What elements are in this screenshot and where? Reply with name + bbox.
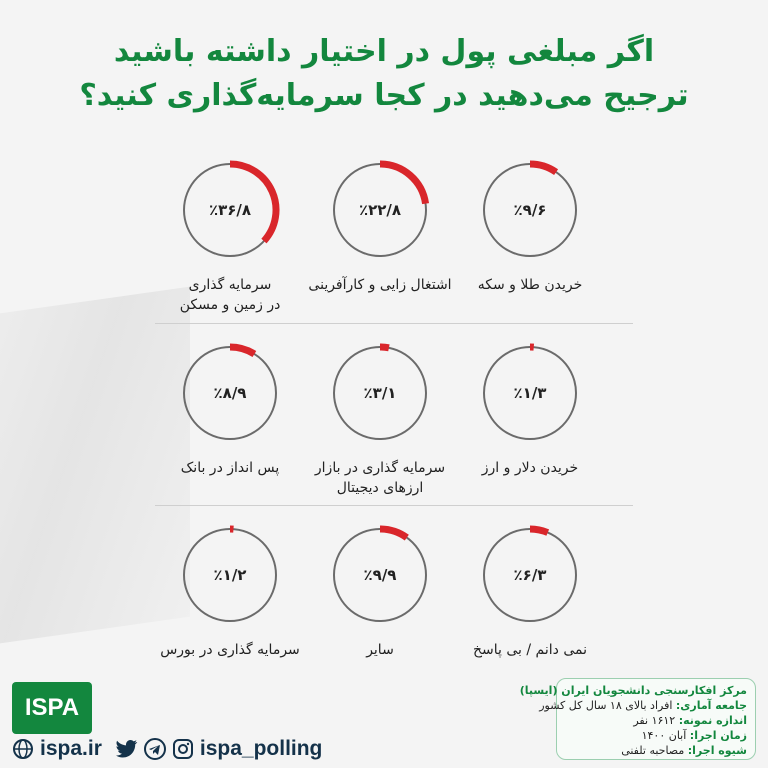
- value-arc: [529, 160, 559, 176]
- value-arc: [379, 525, 409, 541]
- instagram-icon: [172, 739, 193, 759]
- chart-item: ٪۶/۳ نمی دانم / بی پاسخ: [455, 520, 605, 660]
- info-key: اندازه نمونه:: [678, 714, 747, 727]
- percent-label: ٪۸/۹: [214, 384, 247, 402]
- info-time: زمان اجرا: آبان ۱۴۰۰: [563, 728, 747, 743]
- title-line-1: اگر مبلغی پول در اختیار داشته باشید: [113, 34, 655, 69]
- chart-title: اگر مبلغی پول در اختیار داشته باشید ترجی…: [0, 30, 768, 118]
- chart-item: ٪۱/۳ خریدن دلار و ارز: [455, 338, 605, 478]
- value-arc: [529, 525, 550, 536]
- chart-item: ٪۳۶/۸ سرمایه گذاری در زمین و مسکن: [155, 155, 305, 315]
- info-sample: اندازه نمونه: ۱۶۱۲ نفر: [563, 713, 747, 728]
- percent-label: ٪۳۶/۸: [209, 201, 251, 219]
- donut-chart: ٪۳/۱: [333, 343, 427, 440]
- row-divider: [155, 505, 633, 506]
- percent-label: ٪۱/۳: [514, 384, 547, 402]
- value-arc: [379, 343, 390, 352]
- item-label: خریدن دلار و ارز: [481, 460, 579, 476]
- donut-chart: ٪۲۲/۸: [333, 160, 430, 257]
- info-key: شیوه اجرا:: [687, 744, 747, 757]
- globe-icon: [13, 739, 33, 759]
- value-arc: [229, 160, 280, 244]
- percent-label: ٪۱/۲: [214, 566, 247, 584]
- item-label: سایر: [366, 642, 394, 658]
- ispa-logo: ISPA: [12, 682, 92, 734]
- website-text: ispa.ir: [40, 737, 102, 760]
- item-label: سرمایه گذاری در بورس: [160, 642, 300, 658]
- info-value: ۱۶۱۲ نفر: [633, 714, 676, 727]
- donut-chart: ٪۸/۹: [183, 343, 277, 440]
- info-population: جامعه آماری: افراد بالای ۱۸ سال کل کشور: [539, 698, 747, 713]
- info-org: مرکز افکارسنجی دانشجویان ایران (ایسپا): [519, 684, 747, 697]
- info-value: مصاحبه تلفنی: [621, 744, 685, 757]
- chart-item: ٪۲۲/۸ اشتغال زایی و کارآفرینی: [305, 155, 455, 295]
- social-bar: ispa.ir ispa_polling: [12, 735, 322, 763]
- donut-chart: ٪۶/۳: [483, 525, 577, 622]
- title-line-2: ترجیح می‌دهید در کجا سرمایه‌گذاری کنید؟: [79, 78, 689, 113]
- percent-label: ٪۶/۳: [514, 566, 547, 584]
- chart-item: ٪۱/۲ سرمایه گذاری در بورس: [155, 520, 305, 660]
- percent-label: ٪۹/۹: [364, 566, 397, 584]
- donut-chart: ٪۱/۳: [483, 343, 577, 440]
- percent-label: ٪۲۲/۸: [359, 201, 401, 219]
- item-label: نمی دانم / بی پاسخ: [472, 642, 587, 658]
- donut-chart: ٪۹/۹: [333, 525, 427, 622]
- item-label-line: ارزهای دیجیتال: [336, 480, 424, 496]
- chart-item: ٪۸/۹ پس انداز در بانک: [155, 338, 305, 478]
- donut-chart: ٪۱/۲: [183, 525, 277, 622]
- donut-chart: ٪۹/۶: [483, 160, 577, 257]
- item-label-line: در زمین و مسکن: [179, 297, 281, 313]
- social-handle-link[interactable]: ispa_polling: [115, 737, 323, 761]
- info-method: شیوه اجرا: مصاحبه تلفنی: [563, 743, 747, 758]
- row-divider: [155, 323, 633, 324]
- item-label-line: سرمایه گذاری: [188, 277, 272, 293]
- info-key: جامعه آماری:: [675, 699, 747, 712]
- percent-label: ٪۳/۱: [364, 384, 397, 402]
- chart-item: ٪۳/۱ سرمایه گذاری در بازار ارزهای دیجیتا…: [305, 338, 455, 498]
- chart-item: ٪۹/۶ خریدن طلا و سکه: [455, 155, 605, 295]
- twitter-icon: [115, 740, 138, 758]
- item-label-line: سرمایه گذاری در بازار: [314, 460, 446, 476]
- item-label: سرمایه گذاری در بازار ارزهای دیجیتال: [305, 458, 455, 498]
- info-key: زمان اجرا:: [689, 729, 747, 742]
- donut-chart: ٪۳۶/۸: [183, 160, 280, 257]
- value-arc: [379, 160, 430, 205]
- telegram-icon: [143, 738, 166, 760]
- handle-text: ispa_polling: [199, 737, 323, 760]
- survey-info-box: مرکز افکارسنجی دانشجویان ایران (ایسپا) ج…: [519, 678, 756, 760]
- chart-item: ٪۹/۹ سایر: [305, 520, 455, 660]
- website-link[interactable]: ispa.ir: [12, 737, 102, 761]
- info-value: آبان ۱۴۰۰: [641, 729, 687, 742]
- value-arc: [229, 343, 257, 358]
- item-label: اشتغال زایی و کارآفرینی: [308, 277, 452, 293]
- item-label: خریدن طلا و سکه: [477, 277, 583, 293]
- percent-label: ٪۹/۶: [514, 201, 547, 219]
- info-value: افراد بالای ۱۸ سال کل کشور: [539, 699, 673, 712]
- item-label: سرمایه گذاری در زمین و مسکن: [155, 275, 305, 315]
- item-label: پس انداز در بانک: [180, 460, 280, 476]
